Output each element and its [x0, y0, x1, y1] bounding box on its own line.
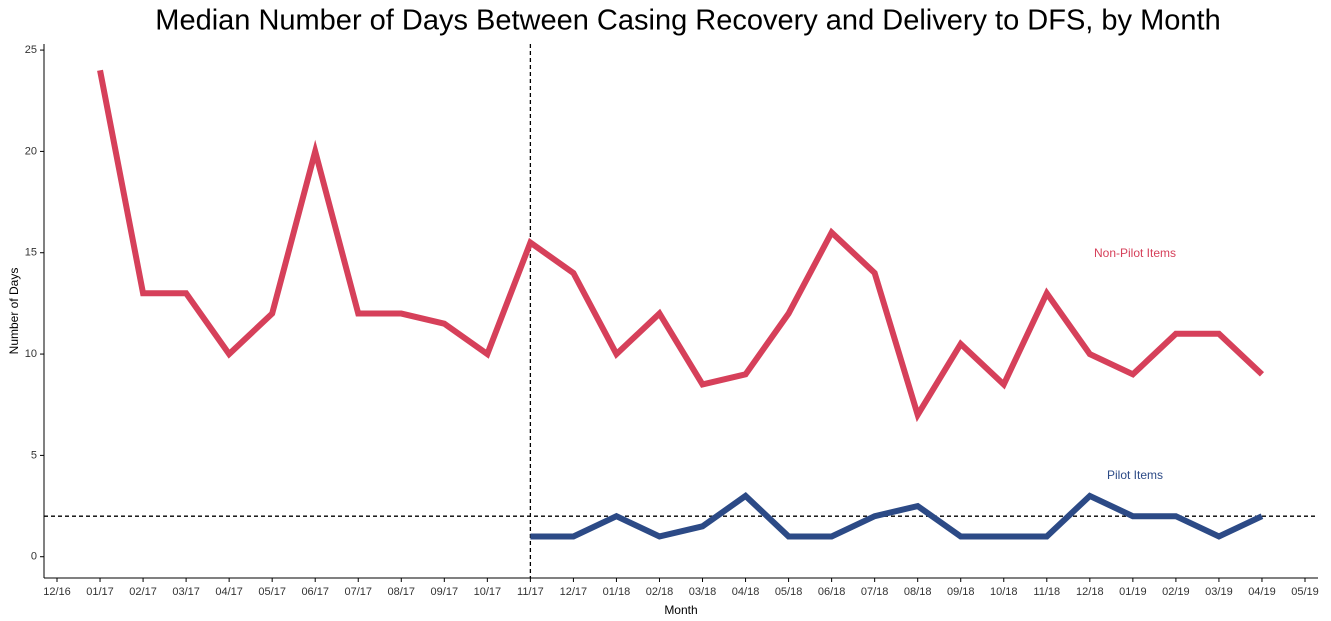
x-tick-label: 11/18 — [1033, 586, 1060, 598]
y-tick-label: 20 — [25, 145, 37, 157]
y-tick-label: 0 — [31, 551, 37, 563]
x-tick-label: 07/18 — [861, 586, 889, 598]
x-tick-label: 03/18 — [689, 586, 717, 598]
x-tick-label: 12/18 — [1076, 586, 1104, 598]
x-tick-label: 02/18 — [646, 586, 674, 598]
x-tick-label: 12/17 — [560, 586, 588, 598]
x-tick-label: 09/18 — [947, 586, 975, 598]
x-tick-label: 04/19 — [1248, 586, 1276, 598]
x-tick-label: 04/18 — [732, 586, 760, 598]
x-tick-label: 01/18 — [603, 586, 631, 598]
chart-title: Median Number of Days Between Casing Rec… — [155, 5, 1220, 37]
x-tick-label: 04/17 — [215, 586, 243, 598]
x-tick-label: 10/17 — [474, 586, 502, 598]
x-tick-label: 10/18 — [990, 586, 1018, 598]
x-tick-label: 07/17 — [344, 586, 372, 598]
series-label: Pilot Items — [1107, 468, 1163, 482]
y-tick-label: 15 — [25, 247, 37, 259]
x-tick-label: 01/17 — [86, 586, 114, 598]
y-axis-title: Number of Days — [7, 268, 21, 355]
y-tick-label: 25 — [25, 44, 37, 56]
x-tick-label: 12/16 — [43, 586, 71, 598]
x-tick-label: 08/17 — [388, 586, 416, 598]
x-axis-title: Month — [664, 603, 697, 617]
line-series — [97, 69, 1265, 423]
line-series — [530, 492, 1264, 540]
x-tick-label: 03/19 — [1205, 586, 1233, 598]
x-tick-label: 11/17 — [517, 586, 544, 598]
x-tick-label: 05/19 — [1291, 586, 1319, 598]
x-tick-label: 06/18 — [818, 586, 846, 598]
x-tick-label: 06/17 — [301, 586, 329, 598]
x-tick-label: 05/18 — [775, 586, 803, 598]
x-tick-label: 09/17 — [431, 586, 459, 598]
x-tick-label: 02/19 — [1162, 586, 1190, 598]
x-tick-label: 08/18 — [904, 586, 932, 598]
y-tick-label: 5 — [31, 449, 37, 461]
x-tick-label: 02/17 — [129, 586, 157, 598]
x-tick-label: 03/17 — [172, 586, 200, 598]
y-tick-label: 10 — [25, 348, 37, 360]
series-label: Non-Pilot Items — [1094, 246, 1176, 260]
x-tick-label: 01/19 — [1119, 586, 1147, 598]
x-tick-label: 05/17 — [258, 586, 286, 598]
